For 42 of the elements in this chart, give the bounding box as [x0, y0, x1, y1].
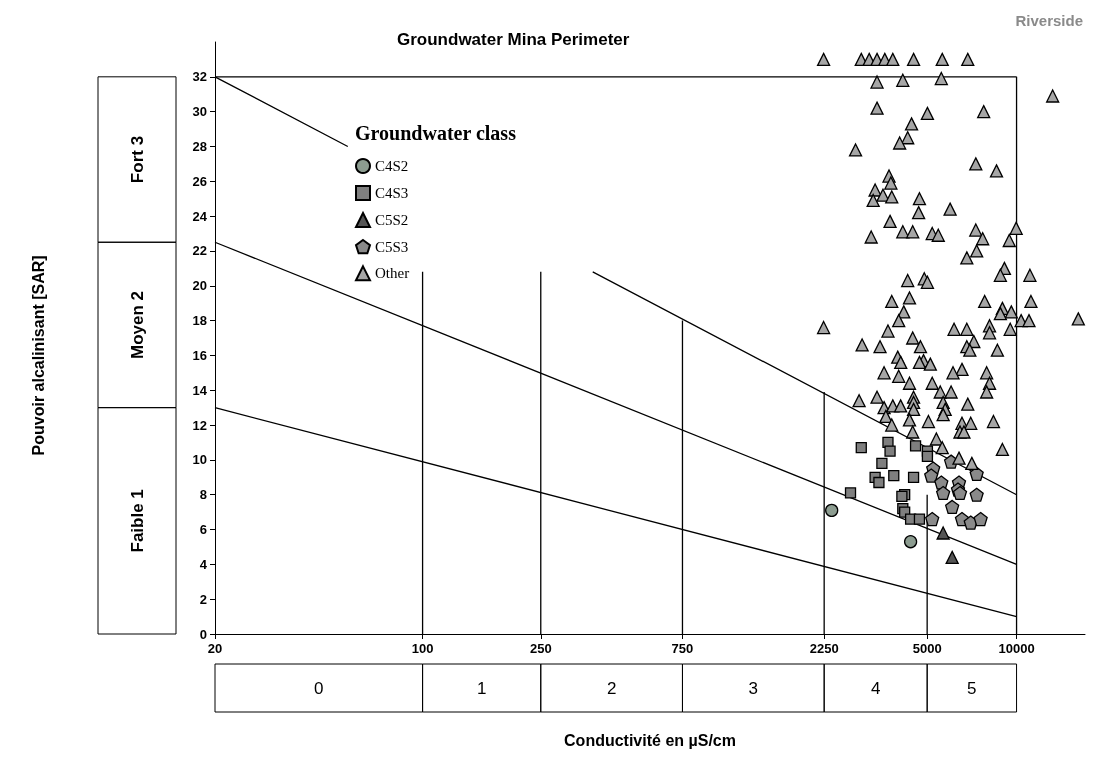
legend-label: C4S3: [375, 185, 409, 201]
text: 3: [748, 678, 759, 698]
y-tick-label: 10: [192, 452, 207, 468]
y-tick-label: 18: [192, 313, 207, 329]
legend-label: C5S3: [375, 238, 409, 255]
text: 0: [314, 678, 324, 698]
x-tick-label: 10000: [998, 641, 1035, 656]
y-tick-label: 26: [192, 173, 207, 189]
x-axis-title: Conductivité en µS/cm: [564, 731, 736, 749]
legend-label: C5S2: [375, 212, 409, 228]
text: Moyen 2: [127, 290, 147, 359]
text: Faible 1: [127, 489, 147, 553]
y-tick-label: 20: [192, 278, 207, 294]
y-tick-label: 28: [192, 138, 207, 154]
text: 1: [476, 678, 487, 698]
y-tick-label: 8: [199, 487, 207, 503]
text: Pouvoir alcalinisant [SAR]: [29, 255, 47, 456]
y-tick-label: 14: [192, 382, 208, 398]
x-tick-label: 2250: [809, 641, 839, 656]
x-tick-label: 5000: [912, 641, 942, 656]
y-tick-label: 16: [192, 347, 207, 363]
y-tick-label: 0: [199, 626, 207, 642]
x-tick-label: 750: [671, 641, 694, 656]
legend-title: Groundwater class: [355, 122, 517, 144]
text: 5: [967, 678, 977, 698]
y-tick-label: 12: [192, 417, 207, 433]
legend-label: C4S2: [375, 158, 409, 174]
x-tick-label: 100: [411, 641, 434, 656]
y-tick-label: 32: [192, 69, 207, 85]
y-tick-label: 30: [192, 104, 207, 120]
y-tick-label: 24: [192, 208, 208, 224]
x-tick-label: 250: [529, 641, 552, 656]
chart-subtitle: Riverside: [1015, 12, 1084, 29]
legend-label: Other: [375, 265, 410, 282]
y-tick-label: 4: [199, 556, 208, 572]
y-tick-label: 22: [192, 243, 207, 259]
text: Fort 3: [127, 135, 147, 184]
text: 2: [606, 678, 617, 698]
y-tick-label: 2: [199, 591, 207, 607]
y-tick-label: 6: [199, 522, 207, 538]
text: 4: [870, 678, 881, 698]
chart-title: Groundwater Mina Perimeter: [397, 30, 630, 49]
